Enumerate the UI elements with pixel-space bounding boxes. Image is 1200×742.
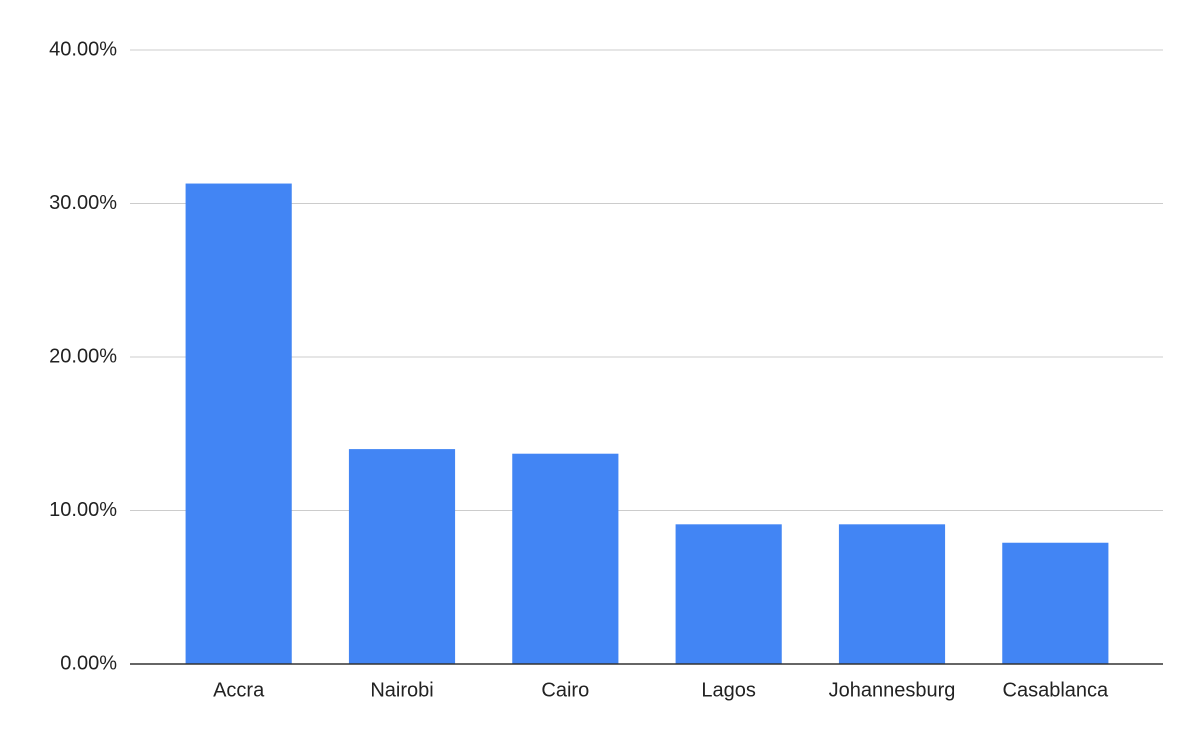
x-tick-label: Accra [213,679,265,701]
bar [1002,542,1109,664]
bar [348,449,456,664]
bar [512,453,619,664]
y-tick-label: 40.00% [49,38,117,60]
bar [838,524,946,664]
bar [675,524,782,664]
y-tick-label: 30.00% [49,192,117,214]
x-tick-label: Lagos [701,679,756,701]
y-tick-label: 10.00% [49,499,117,521]
x-tick-label: Johannesburg [829,679,956,701]
x-tick-label: Nairobi [370,679,433,701]
x-tick-label: Cairo [541,679,589,701]
bar [185,183,292,665]
y-tick-label: 0.00% [60,652,117,674]
y-tick-label: 20.00% [49,345,117,367]
x-tick-label: Casablanca [1003,679,1110,701]
